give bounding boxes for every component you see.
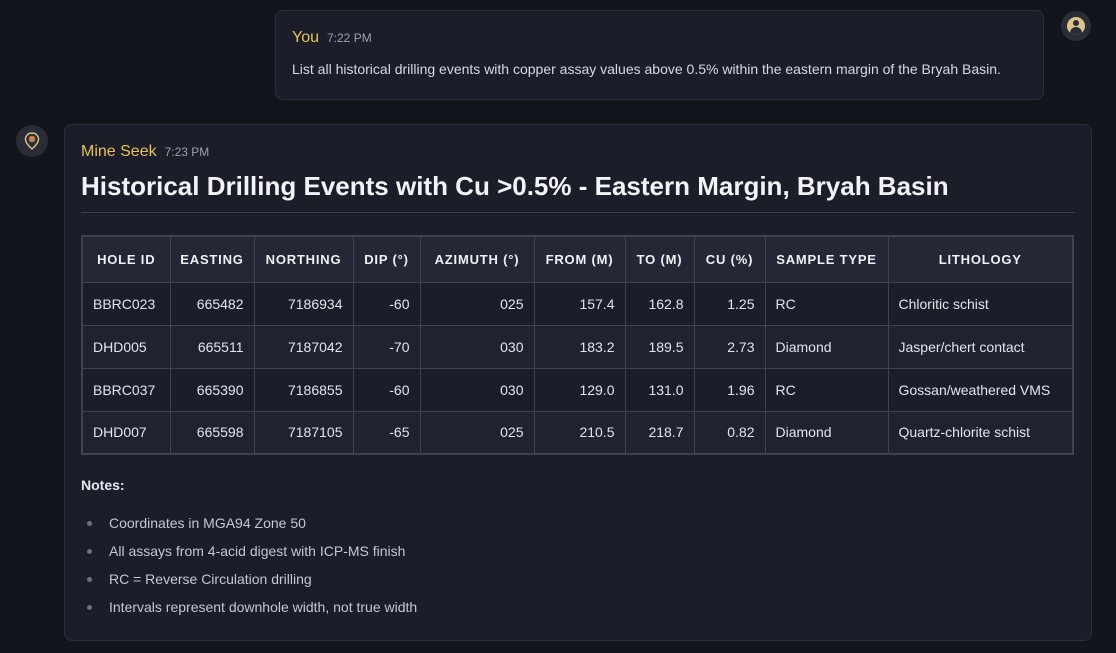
user-icon [1067, 17, 1085, 35]
column-header-easting: EASTING [169, 235, 255, 283]
column-header-lithology: LITHOLOGY [887, 235, 1074, 283]
cell-azimuth: 030 [419, 324, 535, 369]
column-header-from: FROM (M) [533, 235, 626, 283]
cell-northing: 7187042 [253, 324, 354, 369]
cell-to: 131.0 [624, 367, 695, 412]
cell-from: 129.0 [533, 367, 626, 412]
cell-hole-id: DHD007 [81, 410, 171, 455]
cell-cu: 2.73 [693, 324, 766, 369]
cell-dip: -60 [352, 281, 421, 326]
table-row: BBRC023 665482 7186934 -60 025 157.4 162… [81, 281, 1074, 326]
cell-from: 183.2 [533, 324, 626, 369]
user-avatar[interactable] [1061, 11, 1091, 41]
column-header-northing: NORTHING [253, 235, 354, 283]
bot-message-time: 7:23 PM [164, 145, 210, 159]
cell-to: 162.8 [624, 281, 695, 326]
column-header-hole-id: HOLE ID [81, 235, 171, 283]
cell-to: 218.7 [624, 410, 695, 455]
bot-message: Mine Seek 7:23 PM Historical Drilling Ev… [64, 124, 1092, 641]
column-header-dip: DIP (°) [352, 235, 421, 283]
cell-azimuth: 030 [419, 367, 535, 412]
cell-northing: 7187105 [253, 410, 354, 455]
column-header-cu: CU (%) [693, 235, 766, 283]
list-item: Coordinates in MGA94 Zone 50 [81, 513, 1075, 541]
cell-hole-id: BBRC037 [81, 367, 171, 412]
cell-from: 157.4 [533, 281, 626, 326]
cell-easting: 665598 [169, 410, 255, 455]
cell-easting: 665390 [169, 367, 255, 412]
map-pin-icon [24, 132, 40, 150]
cell-lithology: Gossan/weathered VMS [887, 367, 1074, 412]
user-author-name: You [292, 29, 319, 46]
response-title: Historical Drilling Events with Cu >0.5%… [81, 171, 1075, 213]
cell-sample-type: Diamond [764, 410, 889, 455]
table-row: BBRC037 665390 7186855 -60 030 129.0 131… [81, 367, 1074, 412]
cell-to: 189.5 [624, 324, 695, 369]
cell-lithology: Quartz-chlorite schist [887, 410, 1074, 455]
cell-lithology: Jasper/chert contact [887, 324, 1074, 369]
bot-message-meta: Mine Seek 7:23 PM [81, 143, 1075, 161]
user-message: You 7:22 PM List all historical drilling… [275, 10, 1044, 100]
cell-hole-id: DHD005 [81, 324, 171, 369]
drilling-events-table: HOLE ID EASTING NORTHING DIP (°) AZIMUTH… [81, 235, 1074, 455]
cell-northing: 7186855 [253, 367, 354, 412]
cell-hole-id: BBRC023 [81, 281, 171, 326]
column-header-azimuth: AZIMUTH (°) [419, 235, 535, 283]
cell-easting: 665511 [169, 324, 255, 369]
cell-from: 210.5 [533, 410, 626, 455]
cell-dip: -70 [352, 324, 421, 369]
cell-azimuth: 025 [419, 281, 535, 326]
table-row: DHD007 665598 7187105 -65 025 210.5 218.… [81, 410, 1074, 455]
notes-label: Notes: [81, 477, 125, 493]
table-row: DHD005 665511 7187042 -70 030 183.2 189.… [81, 324, 1074, 369]
user-message-time: 7:22 PM [327, 31, 372, 45]
cell-azimuth: 025 [419, 410, 535, 455]
cell-cu: 0.82 [693, 410, 766, 455]
cell-lithology: Chloritic schist [887, 281, 1074, 326]
list-item: Intervals represent downhole width, not … [81, 597, 1075, 625]
cell-dip: -60 [352, 367, 421, 412]
cell-sample-type: RC [764, 367, 889, 412]
notes-list: Coordinates in MGA94 Zone 50 All assays … [81, 513, 1075, 625]
cell-dip: -65 [352, 410, 421, 455]
column-header-sample-type: SAMPLE TYPE [764, 235, 889, 283]
cell-sample-type: Diamond [764, 324, 889, 369]
column-header-to: TO (M) [624, 235, 695, 283]
cell-cu: 1.96 [693, 367, 766, 412]
bot-avatar [16, 125, 48, 157]
cell-easting: 665482 [169, 281, 255, 326]
list-item: All assays from 4-acid digest with ICP-M… [81, 541, 1075, 569]
bot-author-name: Mine Seek [81, 143, 157, 160]
user-message-meta: You 7:22 PM [292, 29, 1027, 47]
cell-cu: 1.25 [693, 281, 766, 326]
list-item: RC = Reverse Circulation drilling [81, 569, 1075, 597]
table-header-row: HOLE ID EASTING NORTHING DIP (°) AZIMUTH… [81, 235, 1074, 283]
user-message-text: List all historical drilling events with… [292, 61, 1001, 77]
cell-sample-type: RC [764, 281, 889, 326]
cell-northing: 7186934 [253, 281, 354, 326]
